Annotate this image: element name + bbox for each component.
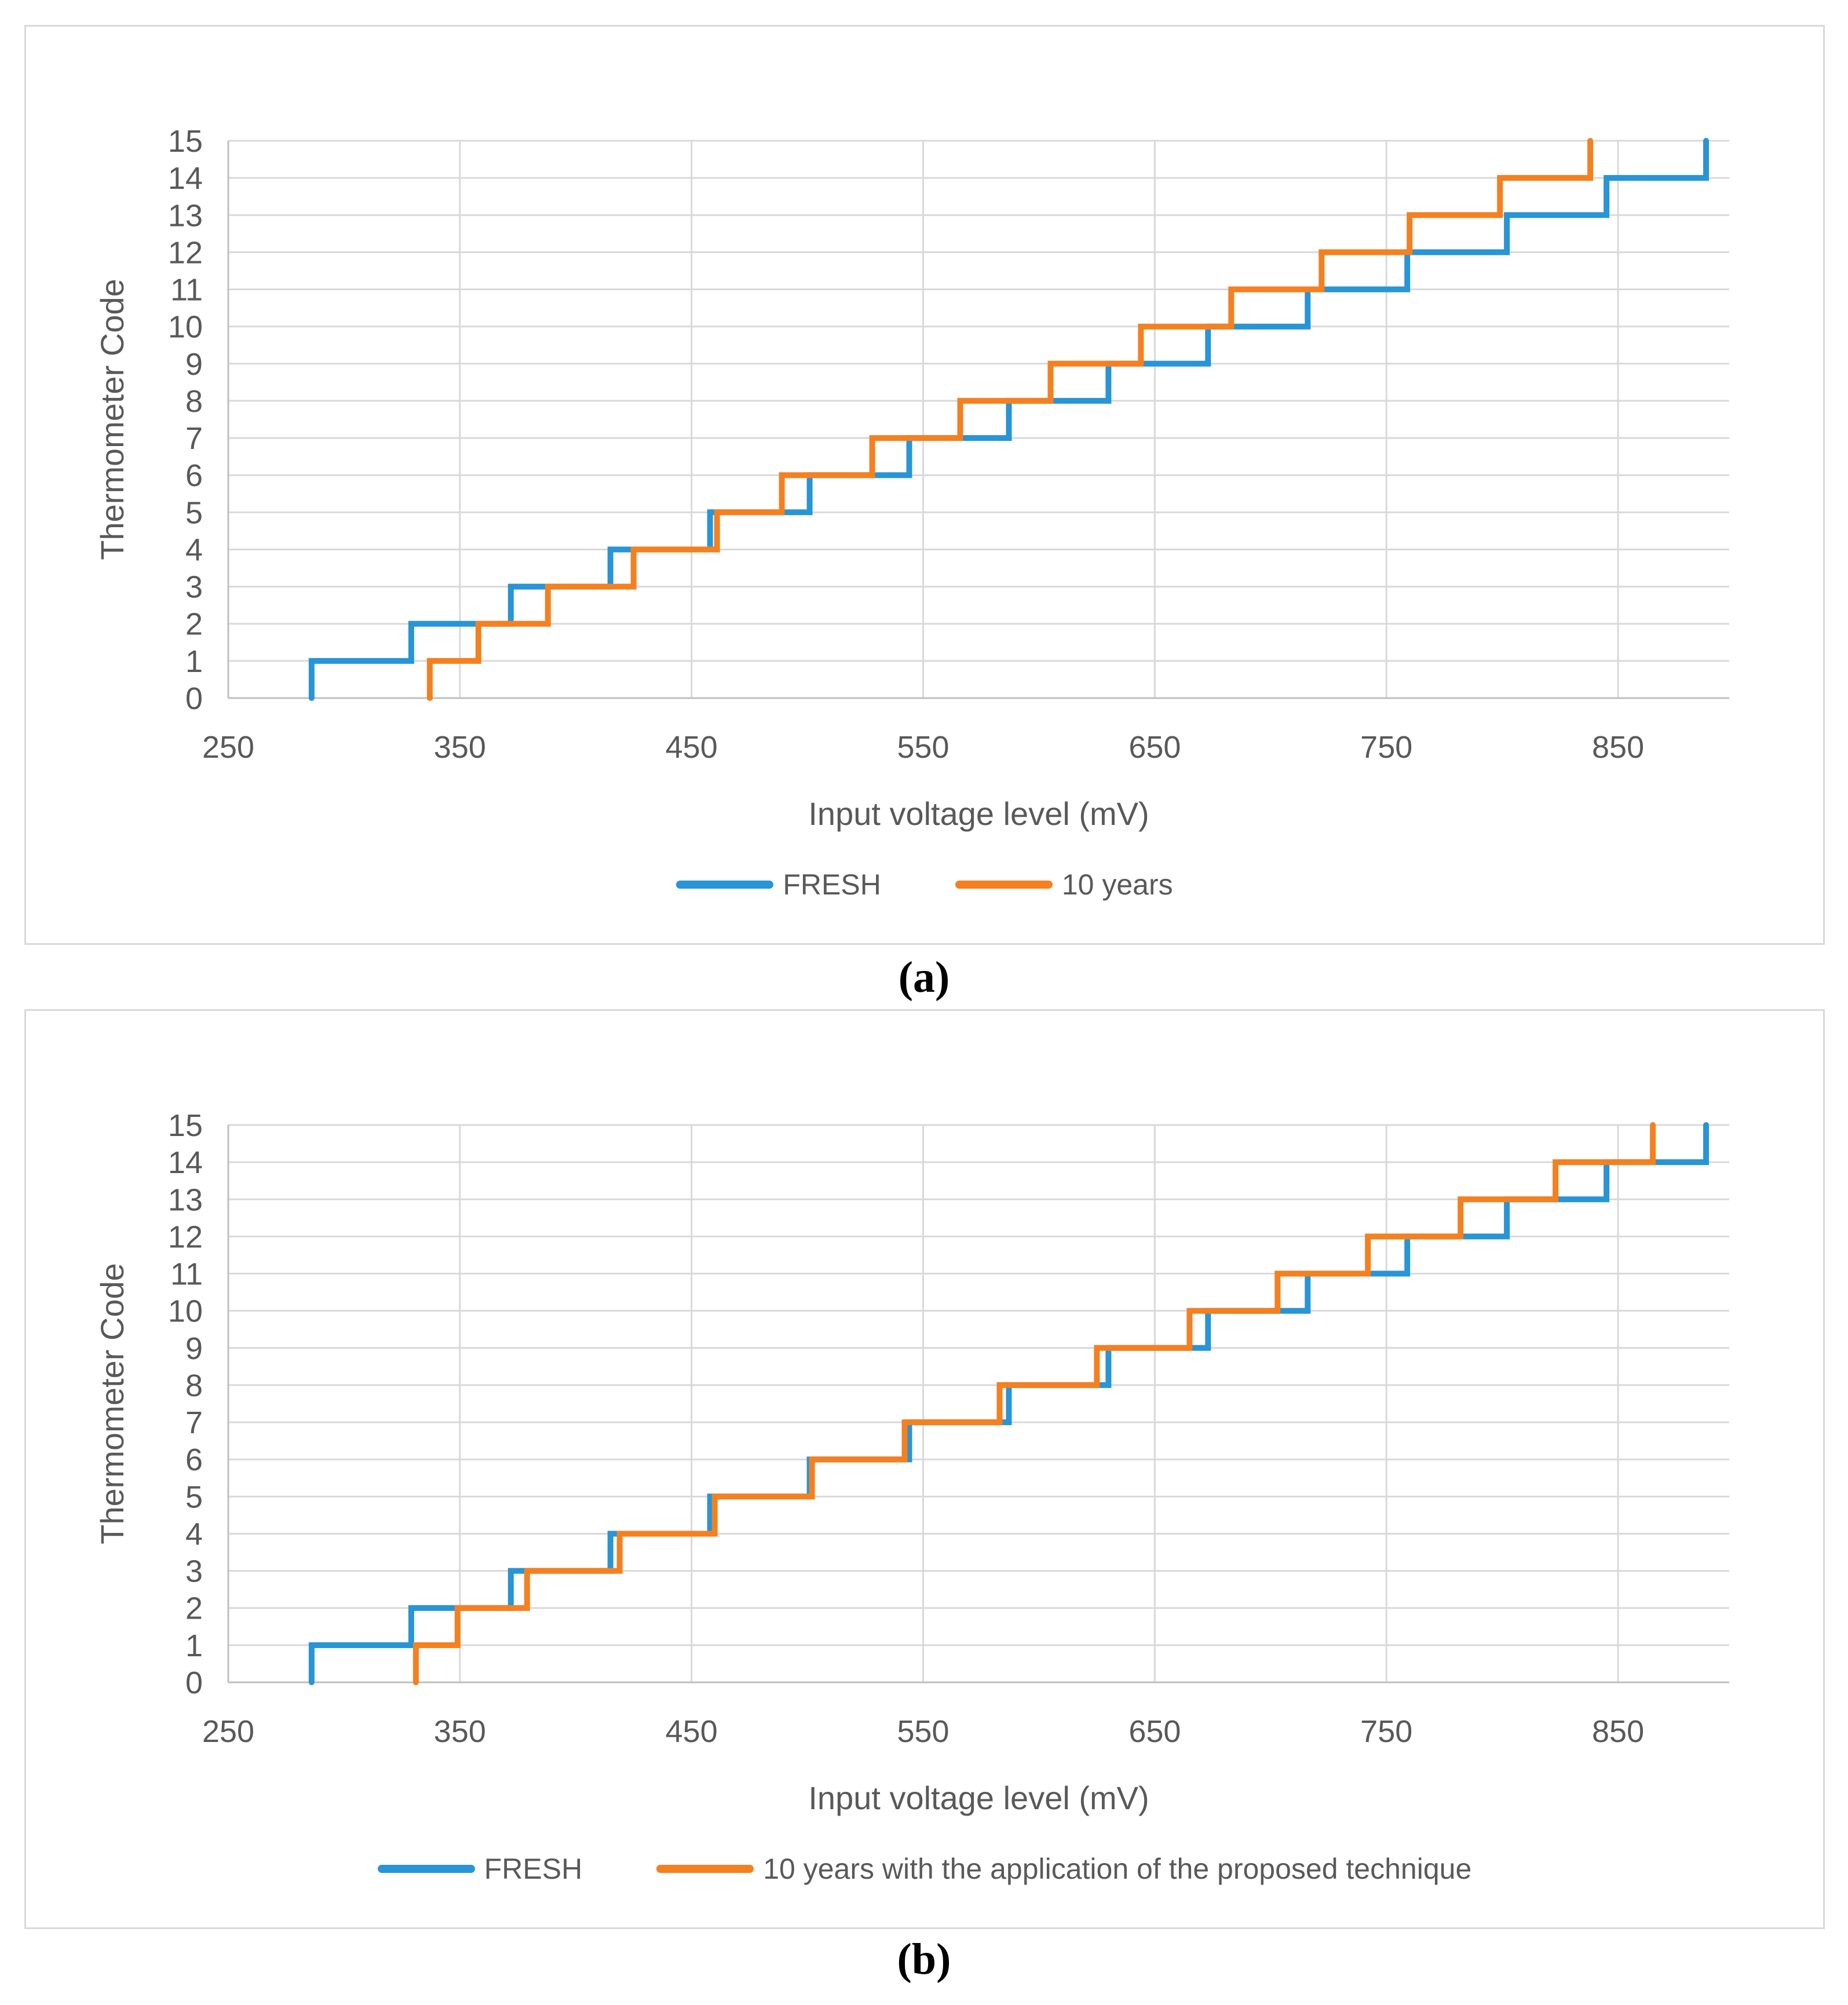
x-tick-label: 550 <box>897 730 949 765</box>
y-tick-label: 8 <box>185 384 203 419</box>
fresh-line-swatch <box>676 881 774 889</box>
x-tick-label: 650 <box>1128 730 1181 765</box>
x-tick-label: 450 <box>666 730 718 765</box>
y-tick-label: 13 <box>168 198 203 233</box>
y-tick-label: 1 <box>185 1628 203 1663</box>
y-tick-label: 12 <box>168 235 203 270</box>
legend-label-fresh: FRESH <box>783 868 881 901</box>
x-axis-title: Input voltage level (mV) <box>808 1780 1149 1816</box>
x-tick-label: 750 <box>1360 730 1412 765</box>
x-tick-label: 850 <box>1592 1714 1644 1749</box>
legend-label-fresh: FRESH <box>484 1853 583 1885</box>
y-tick-label: 6 <box>185 458 203 493</box>
legend-item-fresh: FRESH <box>676 868 881 901</box>
x-tick-label: 750 <box>1360 1714 1412 1749</box>
y-tick-label: 3 <box>185 1554 203 1589</box>
legend-a: FRESH 10 years <box>26 859 1823 911</box>
legend-item-10-years: 10 years <box>955 868 1173 901</box>
x-tick-label: 450 <box>666 1714 718 1749</box>
x-tick-label: 250 <box>202 1714 254 1749</box>
fresh-line-swatch <box>377 1865 475 1873</box>
subfigure-caption-b: (b) <box>897 1935 951 1984</box>
axis-lines <box>227 141 1729 699</box>
series-line-aged <box>426 138 1594 701</box>
y-tick-label: 6 <box>185 1442 203 1477</box>
y-tick-label: 2 <box>185 1591 203 1626</box>
y-tick-label: 10 <box>168 1294 203 1329</box>
series-line-fresh <box>308 1122 1709 1685</box>
chart-panel-a: 0 1 2 3 4 5 6 7 8 9 10 11 12 13 14 15 250 350 450 550 650 750… <box>24 25 1825 945</box>
x-tick-label: 550 <box>897 1714 949 1749</box>
legend-label-10-years: 10 years <box>1061 868 1173 901</box>
axis-lines <box>227 1125 1729 1683</box>
y-tick-label: 14 <box>168 1145 203 1180</box>
y-tick-label: 14 <box>168 161 203 196</box>
y-tick-label: 9 <box>185 1331 203 1366</box>
y-tick-label: 3 <box>185 570 203 605</box>
x-axis-title: Input voltage level (mV) <box>808 795 1149 832</box>
y-tick-label: 4 <box>185 532 203 567</box>
y-tick-label: 2 <box>185 607 203 642</box>
y-tick-label: 11 <box>170 1257 203 1292</box>
ten-years-technique-line-swatch <box>656 1865 754 1873</box>
x-tick-label: 350 <box>434 1714 486 1749</box>
y-tick-label: 5 <box>185 495 203 530</box>
subfigure-caption-a: (a) <box>898 953 950 1002</box>
legend-b: FRESH 10 years with the application of t… <box>26 1843 1823 1895</box>
y-tick-label: 15 <box>168 124 203 159</box>
chart-panel-b: 0 1 2 3 4 5 6 7 8 9 10 11 12 13 14 15 250 350 450 550 650 750… <box>24 1009 1825 1929</box>
x-tick-label: 250 <box>202 730 254 765</box>
series-line-aged <box>412 1122 1656 1685</box>
y-tick-label: 4 <box>185 1517 203 1551</box>
y-tick-label: 1 <box>185 644 203 679</box>
y-tick-label: 11 <box>170 273 203 308</box>
y-tick-label: 0 <box>185 681 203 716</box>
y-axis-title: Thermometer Code <box>94 1263 130 1544</box>
y-tick-label: 9 <box>185 347 203 382</box>
y-tick-label: 8 <box>185 1368 203 1403</box>
y-tick-label: 15 <box>168 1108 203 1143</box>
y-axis-title: Thermometer Code <box>94 279 130 560</box>
legend-label-10-years-technique: 10 years with the application of the pro… <box>763 1853 1472 1885</box>
ten-years-line-swatch <box>955 881 1053 889</box>
y-tick-label: 12 <box>168 1219 203 1254</box>
x-tick-label: 650 <box>1128 1714 1181 1749</box>
y-tick-label: 13 <box>168 1182 203 1217</box>
y-tick-label: 0 <box>185 1666 203 1700</box>
y-tick-label: 7 <box>185 1405 203 1440</box>
y-tick-label: 10 <box>168 310 203 345</box>
legend-item-10-years-technique: 10 years with the application of the pro… <box>656 1852 1471 1886</box>
x-tick-label: 350 <box>434 730 486 765</box>
y-tick-label: 5 <box>185 1480 203 1514</box>
series-line-fresh <box>308 138 1709 701</box>
x-tick-label: 850 <box>1592 730 1644 765</box>
legend-item-fresh: FRESH <box>377 1852 583 1886</box>
y-tick-label: 7 <box>185 421 203 456</box>
